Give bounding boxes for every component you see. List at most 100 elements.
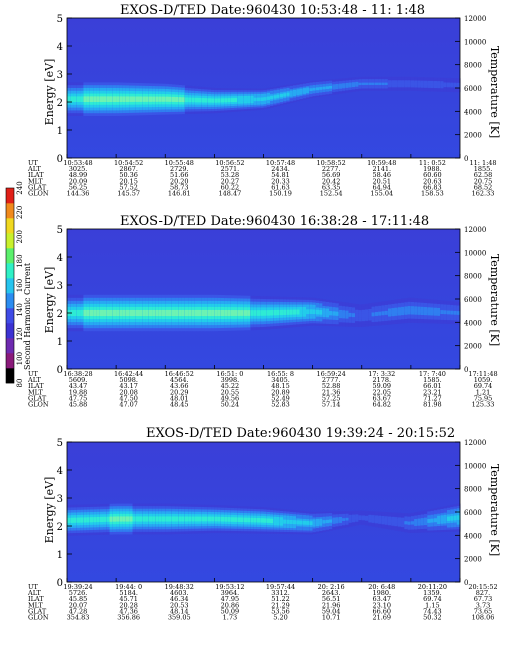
heatmap-cell: [273, 518, 277, 524]
orbit-value: 19.88: [69, 388, 88, 396]
heatmap-cell: [171, 309, 176, 317]
heatmap-cell: [381, 518, 386, 522]
heatmap-cell: [135, 309, 140, 317]
orbit-value: 64.82: [372, 401, 391, 409]
colorbar: 80 100 120 140 160 180 200 220 240 Second Harmon…: [5, 181, 32, 387]
orbit-value: 69.74: [423, 595, 442, 603]
heatmap-cell: [129, 309, 133, 317]
heatmap-cell: [391, 310, 395, 315]
orbit-value: 155.04: [370, 190, 393, 198]
orbit-value: 1359.: [423, 589, 442, 597]
heatmap-cell: [237, 97, 241, 102]
orbit-row-label: GLON: [28, 401, 49, 409]
heatmap-cell: [155, 309, 160, 317]
heatmap-cell: [302, 89, 307, 93]
heatmap-cell: [260, 518, 264, 523]
orbit-value: 5184.: [119, 589, 138, 597]
colorbar-swatches: [5, 187, 15, 384]
heatmap-cell: [374, 82, 379, 85]
heatmap-cell: [394, 309, 399, 314]
orbit-value: 20.27: [221, 177, 240, 185]
heatmap-cell: [351, 83, 356, 86]
heatmap-cell: [122, 309, 127, 317]
heatmap-cell: [453, 83, 458, 87]
y2-tick-label: 8000: [464, 273, 482, 281]
orbit-row-label: ILAT: [28, 171, 44, 179]
orbit-row-label: GLAT: [28, 607, 47, 615]
heatmap-cell: [201, 516, 205, 522]
heatmap-cell: [198, 97, 202, 103]
heatmap-cell: [247, 310, 251, 316]
heatmap-cell: [112, 516, 117, 522]
orbit-value: 2178.: [372, 376, 391, 384]
orbit-value: 2141.: [372, 165, 391, 173]
panel-2: EXOS-D/TED Date:960430 16:38:28 - 17:11:…: [27, 214, 501, 409]
heatmap-cell: [348, 83, 353, 87]
y2-tick-label: 4000: [464, 319, 482, 327]
orbit-value: 66.60: [372, 607, 391, 615]
orbit-row-label: ALT: [27, 165, 41, 173]
heatmap-cell: [260, 97, 264, 102]
heatmap-cell: [381, 311, 386, 316]
heatmap-cell: [358, 516, 363, 519]
heatmap-cell: [211, 516, 215, 522]
orbit-value: 2867.: [119, 165, 138, 173]
heatmap-cell: [93, 96, 97, 102]
heatmap-cell: [256, 310, 261, 316]
heatmap-cell: [112, 96, 117, 102]
orbit-value: 3405.: [271, 376, 290, 384]
y2-tick-label: 6000: [464, 509, 482, 517]
heatmap-cell: [89, 517, 94, 523]
y2-tick-label: 10000: [464, 249, 486, 257]
heatmap-cell: [345, 84, 350, 87]
heatmap-cell: [250, 517, 255, 523]
orbit-value: 17:11:48: [468, 370, 497, 378]
orbit-value: 16:42:44: [114, 370, 143, 378]
heatmap-cell: [319, 310, 323, 315]
heatmap-cell: [237, 517, 241, 522]
heatmap-cell: [103, 309, 107, 317]
orbit-value: 16:59:24: [317, 370, 346, 378]
colorbar-tick-label: 100: [16, 352, 24, 365]
heatmap-cell: [387, 82, 392, 85]
heatmap-cell: [397, 520, 402, 524]
orbit-value: 16:55: 8: [267, 370, 294, 378]
heatmap-cell: [132, 516, 137, 522]
colorbar-tick-label: 220: [16, 206, 24, 219]
heatmap-cell: [338, 311, 343, 317]
orbit-value: 50.36: [119, 171, 138, 179]
y-tick-label: 4: [57, 253, 63, 264]
orbit-value: 47.50: [119, 394, 138, 402]
heatmap-cell: [407, 521, 412, 525]
heatmap-cell: [289, 92, 294, 96]
heatmap-cell: [414, 308, 418, 313]
heatmap-cell: [410, 308, 415, 313]
panel-title: EXOS-D/TED Date:960430 19:39:24 - 20:15:…: [146, 426, 455, 441]
orbit-row-label: MLT: [28, 177, 43, 185]
heatmap-cell: [80, 96, 84, 102]
heatmap-cell: [315, 87, 320, 91]
heatmap-cell: [224, 517, 228, 522]
orbit-value: 144.36: [67, 190, 90, 198]
orbit-value: 16:46:52: [165, 370, 194, 378]
orbit-value: 45.71: [119, 595, 138, 603]
heatmap-cell: [407, 82, 412, 85]
heatmap-cell: [161, 516, 166, 522]
heatmap-cell: [368, 312, 372, 317]
heatmap-cell: [234, 517, 238, 522]
heatmap-cell: [256, 97, 261, 102]
heatmap-cell: [93, 309, 97, 317]
heatmap-cell: [220, 98, 225, 103]
heatmap-cell: [286, 519, 291, 524]
heatmap-cell: [329, 311, 333, 316]
panel-3: EXOS-D/TED Date:960430 19:39:24 - 20:15:…: [27, 426, 501, 622]
panel-1: EXOS-D/TED Date:960430 10:53:48 - 11: 1:…: [27, 3, 501, 198]
colorbar-tick-label: 120: [16, 328, 24, 341]
heatmap-cell: [135, 96, 140, 102]
orbit-value: 17: 7:40: [419, 370, 446, 378]
heatmap-cell: [152, 516, 156, 522]
heatmap-cell: [230, 310, 235, 316]
heatmap-cell: [355, 313, 359, 318]
orbit-value: 51.22: [271, 595, 290, 603]
heatmap-cell: [148, 309, 153, 317]
